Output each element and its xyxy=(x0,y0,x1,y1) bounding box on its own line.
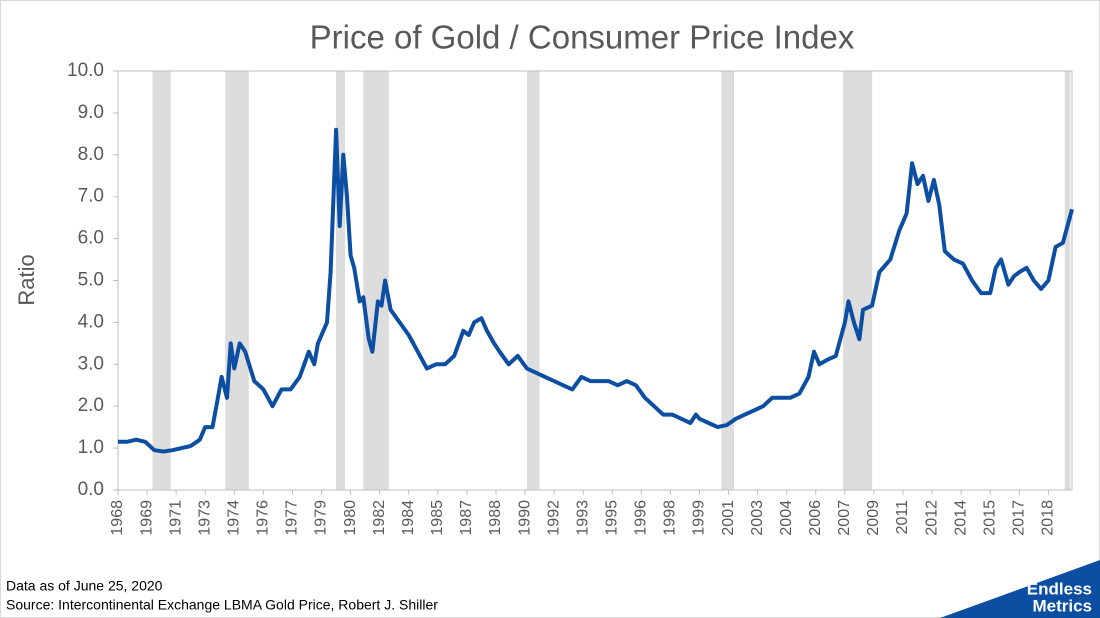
series-line xyxy=(118,127,1074,454)
x-tick-label: 1982 xyxy=(371,500,388,536)
x-tick-label: 1985 xyxy=(429,500,446,536)
x-tick-label: 1998 xyxy=(662,500,679,536)
x-tick-label: 1987 xyxy=(458,500,475,536)
x-tick-label: 1995 xyxy=(603,500,620,536)
x-tick-label: 2003 xyxy=(749,500,766,536)
recession-band xyxy=(721,71,735,490)
y-axis-label: Ratio xyxy=(14,254,39,305)
note: Data as of June 25, 2020 xyxy=(6,578,163,594)
x-tick-label: 1993 xyxy=(574,500,591,536)
x-tick-label: 1988 xyxy=(487,500,504,536)
recession-band xyxy=(152,71,171,490)
x-tick-label: 1990 xyxy=(516,500,533,536)
y-tick-label: 7.0 xyxy=(78,186,104,207)
y-tick-label: 6.0 xyxy=(78,228,104,249)
x-tick-label: 1974 xyxy=(226,500,243,536)
y-tick-label: 3.0 xyxy=(78,353,104,374)
x-tick-label: 2006 xyxy=(807,500,824,536)
x-tick-label: 2018 xyxy=(1040,500,1057,536)
x-tick-label: 2009 xyxy=(865,500,882,536)
x-tick-label: 2015 xyxy=(981,500,998,536)
x-tick-label: 2014 xyxy=(952,500,969,536)
y-tick-label: 8.0 xyxy=(78,144,104,165)
x-tick-label: 1980 xyxy=(342,500,359,536)
recession-band xyxy=(1064,71,1071,490)
x-tick-label: 1999 xyxy=(691,500,708,536)
x-tick-label: 1976 xyxy=(255,500,272,536)
x-tick-label: 1971 xyxy=(167,500,184,536)
y-tick-label: 1.0 xyxy=(78,437,104,458)
recession-band xyxy=(526,71,540,490)
x-tick-label: 2012 xyxy=(923,500,940,536)
y-tick-label: 10.0 xyxy=(67,60,104,81)
logo-text: Metrics xyxy=(1032,596,1092,615)
x-tick-label: 2004 xyxy=(778,500,795,536)
x-tick-label: 1977 xyxy=(284,500,301,536)
logo-shape xyxy=(940,560,1100,618)
source-note: Source: Intercontinental Exchange LBMA G… xyxy=(6,597,438,613)
recession-band xyxy=(225,71,249,490)
x-tick-label: 2011 xyxy=(894,500,911,535)
chart-title: Price of Gold / Consumer Price Index xyxy=(310,19,855,56)
x-tick-label: 2001 xyxy=(720,500,737,536)
y-tick-label: 5.0 xyxy=(78,270,104,291)
y-tick-label: 0.0 xyxy=(78,479,104,500)
logo-text: Endless xyxy=(1027,579,1092,598)
x-tick-label: 1968 xyxy=(109,500,126,536)
x-tick-label: 1992 xyxy=(545,500,562,536)
x-tick-label: 2007 xyxy=(836,500,853,536)
x-tick-label: 1969 xyxy=(138,500,155,536)
y-tick-label: 4.0 xyxy=(78,311,104,332)
y-tick-label: 2.0 xyxy=(78,395,104,416)
y-tick-label: 9.0 xyxy=(78,102,104,123)
recession-band xyxy=(843,71,873,490)
x-tick-label: 1973 xyxy=(196,500,213,536)
x-tick-label: 1984 xyxy=(400,500,417,536)
recession-band xyxy=(336,71,346,490)
x-tick-label: 2017 xyxy=(1011,500,1028,536)
x-tick-label: 1996 xyxy=(633,500,650,536)
x-tick-label: 1979 xyxy=(313,500,330,536)
